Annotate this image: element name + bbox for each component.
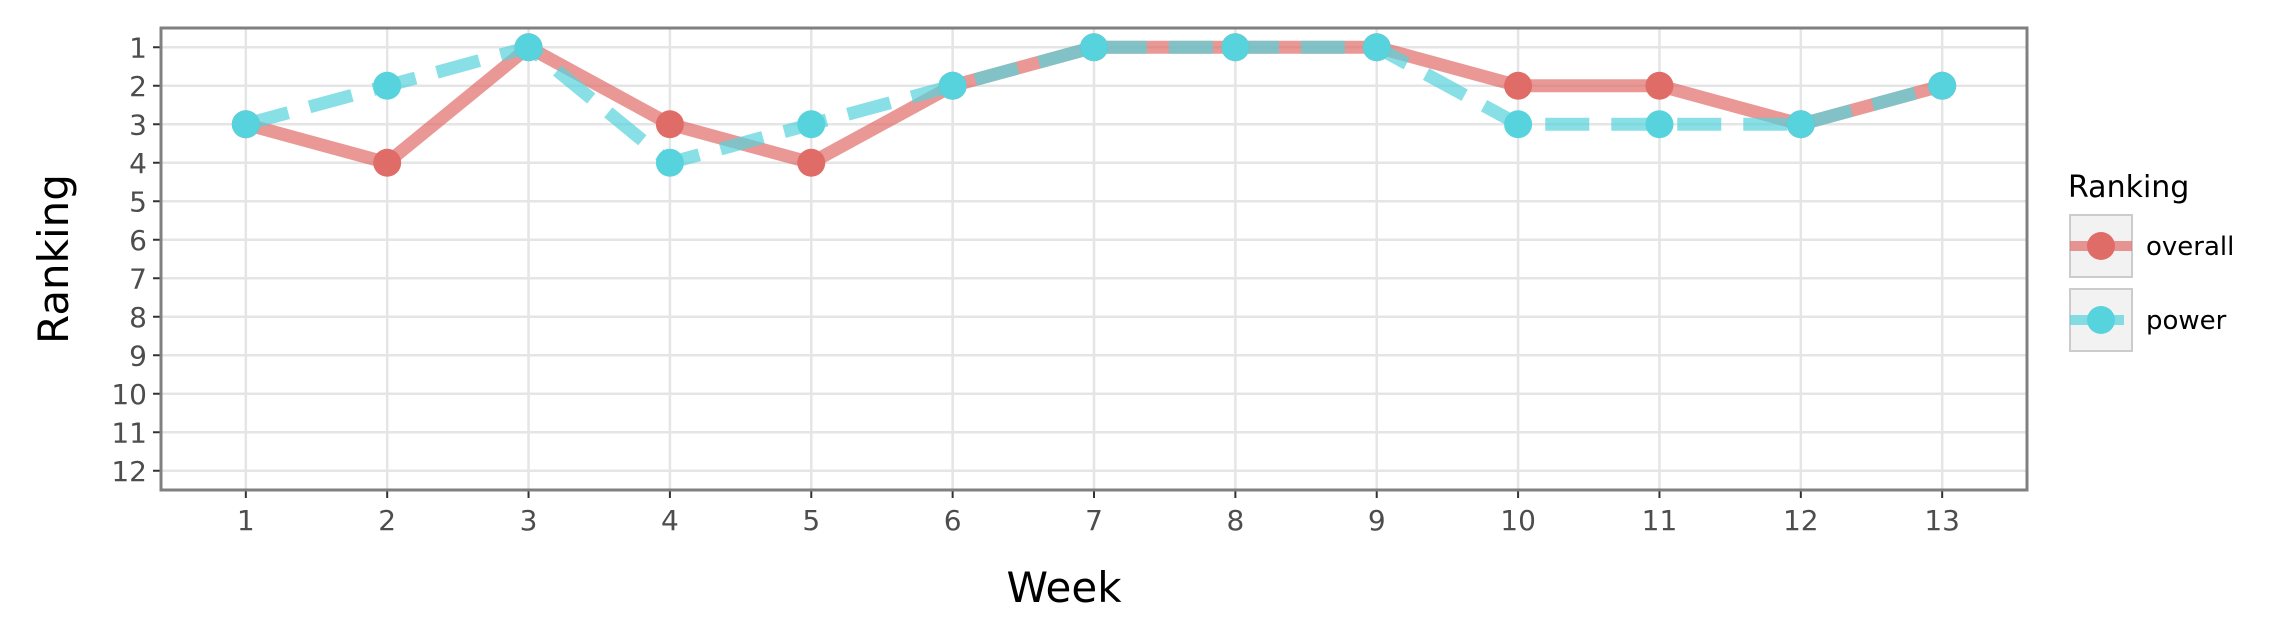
x-tick-label: 7 [1085, 504, 1103, 537]
plot-border [159, 26, 2029, 492]
y-tick-label: 3 [129, 108, 147, 141]
x-tick-label: 8 [1226, 504, 1244, 537]
x-tick-label: 12 [1783, 504, 1819, 537]
y-tick-label: 10 [111, 378, 147, 411]
x-tick-label: 9 [1368, 504, 1386, 537]
y-tick-label: 2 [129, 70, 147, 103]
x-tick-label: 13 [1924, 504, 1960, 537]
y-tick-label: 12 [111, 455, 147, 488]
legend: Ranking overall power [2068, 170, 2234, 352]
y-tick-label: 9 [129, 339, 147, 372]
data-point-power [1928, 71, 1957, 100]
data-point-power [514, 33, 543, 62]
legend-label-power: power [2146, 306, 2227, 336]
legend-key-marker [2087, 306, 2115, 334]
legend-title: Ranking [2068, 170, 2189, 205]
series-points [231, 33, 1957, 177]
y-tick-label: 7 [129, 262, 147, 295]
data-point-power [1221, 33, 1250, 62]
x-tick-label: 10 [1500, 504, 1536, 537]
data-point-overall [1504, 71, 1533, 100]
x-tick-label: 1 [237, 504, 255, 537]
x-tick-label: 11 [1642, 504, 1678, 537]
x-tick-label: 6 [944, 504, 962, 537]
legend-label-overall: overall [2146, 232, 2234, 262]
data-point-power [938, 71, 967, 100]
y-tick-label: 1 [129, 31, 147, 64]
x-axis-ticks: 1 2 3 4 5 6 7 8 9 10 11 12 13 [237, 490, 1960, 537]
y-tick-label: 6 [129, 224, 147, 257]
data-point-power [1362, 33, 1391, 62]
x-tick-label: 4 [661, 504, 679, 537]
data-point-power [1645, 110, 1674, 139]
data-point-power [1080, 33, 1108, 62]
y-tick-label: 4 [129, 147, 147, 180]
data-point-overall [797, 148, 826, 177]
y-tick-label: 8 [129, 301, 147, 334]
data-point-power [373, 71, 402, 100]
data-point-power [1786, 110, 1815, 139]
data-point-power [797, 110, 826, 139]
legend-item-overall: overall [2069, 214, 2234, 278]
gridlines [161, 28, 2027, 490]
x-axis-title: Week [1006, 563, 1122, 612]
x-tick-label: 5 [802, 504, 820, 537]
y-tick-label: 5 [129, 185, 147, 218]
data-point-overall [655, 110, 684, 139]
data-point-overall [1645, 71, 1674, 100]
legend-key-marker [2087, 232, 2115, 260]
y-tick-label: 11 [111, 416, 147, 449]
data-point-power [1504, 110, 1533, 139]
data-point-power [655, 148, 684, 177]
x-tick-label: 2 [378, 504, 396, 537]
legend-item-power: power [2069, 288, 2227, 352]
data-point-overall [373, 148, 402, 177]
data-point-power [231, 110, 260, 139]
x-tick-label: 3 [520, 504, 538, 537]
y-axis-title: Ranking [29, 174, 78, 344]
